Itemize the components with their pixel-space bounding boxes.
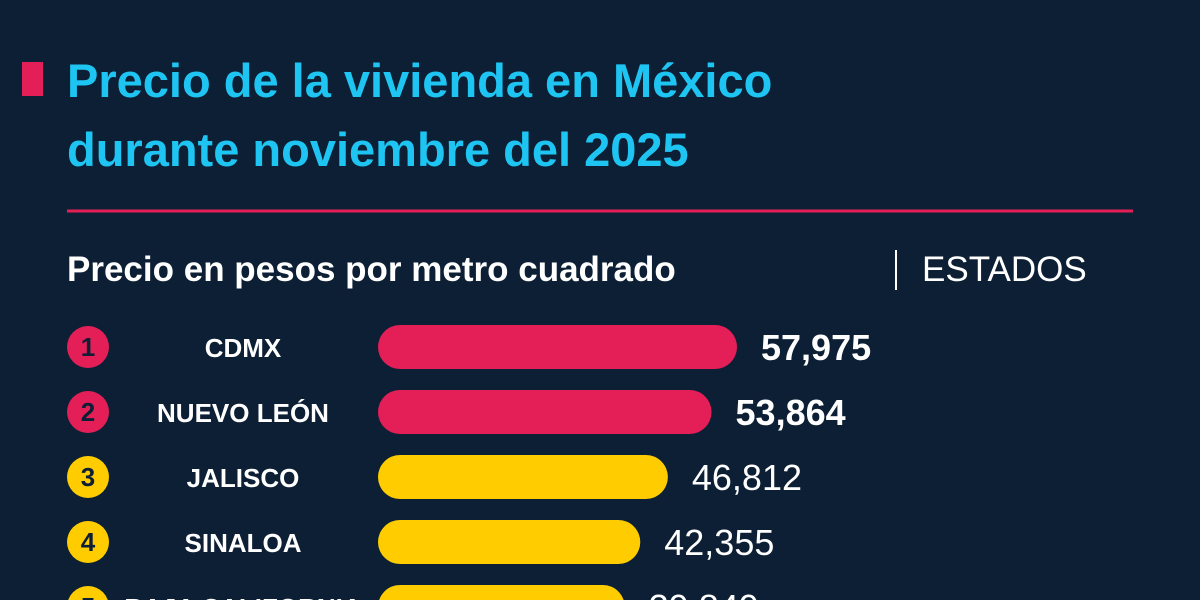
- bar: [378, 520, 641, 564]
- rank-number: 2: [81, 397, 95, 427]
- rank-number: 3: [81, 462, 95, 492]
- bar: [378, 390, 712, 434]
- category-label: JALISCO: [187, 463, 300, 493]
- title-accent: [22, 62, 43, 96]
- category-label: BAJA CALIFORNIA: [124, 593, 362, 600]
- rank-badge: [67, 391, 109, 433]
- rank-number: 1: [81, 332, 95, 362]
- value-label: 57,975: [761, 327, 871, 368]
- bar: [378, 455, 668, 499]
- value-label: 39,849: [649, 587, 759, 600]
- bar: [378, 325, 737, 369]
- category-label: CDMX: [205, 333, 282, 363]
- rank-number: 5: [81, 592, 95, 600]
- category-label: SINALOA: [185, 528, 302, 558]
- bar: [379, 585, 624, 600]
- rank-number: 4: [81, 527, 96, 557]
- category-label: NUEVO LEÓN: [157, 398, 329, 428]
- rank-badge: [67, 456, 109, 498]
- value-label: 46,812: [692, 457, 802, 498]
- chart-title: Precio de la vivienda en México: [67, 54, 772, 107]
- rank-badge: [68, 586, 108, 600]
- subtitle-suffix: ESTADOS: [922, 250, 1087, 289]
- rank-badge: [67, 326, 109, 368]
- rank-badge: [67, 521, 109, 563]
- subtitle: Precio en pesos por metro cuadrado: [67, 250, 676, 289]
- value-label: 53,864: [736, 392, 846, 433]
- value-label: 42,355: [664, 522, 774, 563]
- chart-title: durante noviembre del 2025: [67, 123, 689, 176]
